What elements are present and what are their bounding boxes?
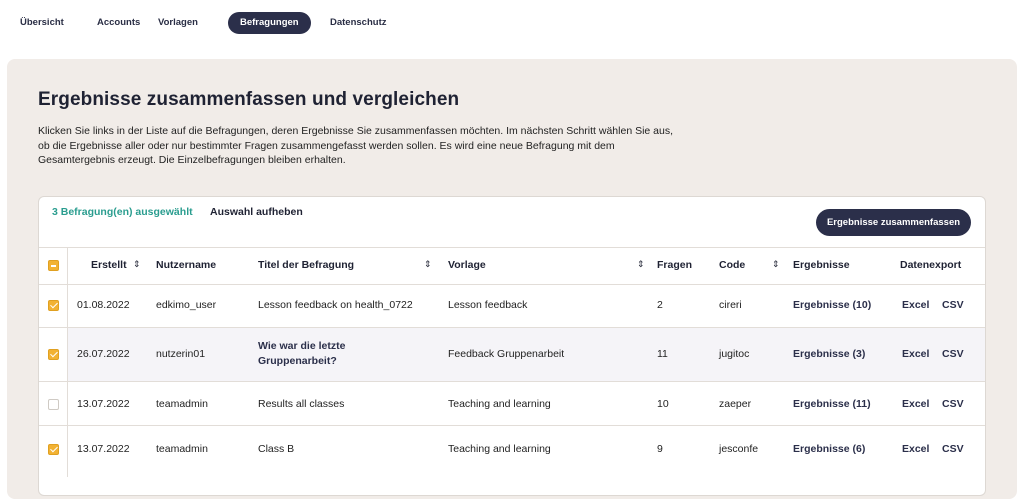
export-csv-link[interactable]: CSV (942, 348, 964, 360)
sort-icon[interactable]: ⇕ (424, 259, 432, 269)
cell-username: edkimo_user (156, 299, 217, 311)
cell-questions: 11 (657, 348, 668, 360)
sort-icon[interactable]: ⇕ (133, 259, 141, 269)
top-navigation: Übersicht Accounts Vorlagen Befragungen … (0, 0, 1024, 44)
sort-icon[interactable]: ⇕ (637, 259, 645, 269)
select-all-checkbox[interactable] (48, 260, 59, 271)
cell-questions: 10 (657, 398, 669, 410)
results-link[interactable]: Ergebnisse (11) (793, 398, 871, 410)
cell-template: Teaching and learning (448, 443, 551, 455)
export-excel-link[interactable]: Excel (902, 443, 930, 455)
cell-title: Class B (258, 443, 295, 455)
cell-code: zaeper (719, 398, 752, 410)
results-link[interactable]: Ergebnisse (6) (793, 443, 866, 455)
cell-username: nutzerin01 (156, 348, 206, 360)
row-highlight (67, 327, 985, 381)
results-link[interactable]: Ergebnisse (10) (793, 299, 872, 311)
export-excel-link[interactable]: Excel (902, 348, 930, 360)
divider (39, 327, 985, 328)
page-description: Klicken Sie links in der Liste auf die B… (38, 125, 674, 166)
sort-icon[interactable]: ⇕ (772, 259, 780, 269)
export-excel-link[interactable]: Excel (902, 398, 930, 410)
row-checkbox[interactable] (48, 444, 59, 455)
selection-count: 3 Befragung(en) ausgewählt (52, 206, 193, 218)
column-header-results: Ergebnisse (793, 259, 850, 271)
export-csv-link[interactable]: CSV (942, 443, 964, 455)
cell-username: teamadmin (156, 443, 208, 455)
cell-template: Teaching and learning (448, 398, 551, 410)
cell-template: Feedback Gruppenarbeit (448, 348, 565, 360)
divider (39, 284, 985, 285)
cell-created: 01.08.2022 (77, 299, 130, 311)
export-csv-link[interactable]: CSV (942, 398, 964, 410)
divider (39, 425, 985, 426)
row-checkbox[interactable] (48, 399, 59, 410)
cell-code: jesconfe (719, 443, 759, 455)
cell-questions: 2 (657, 299, 663, 311)
cell-title: Results all classes (258, 398, 345, 410)
row-checkbox[interactable] (48, 349, 59, 360)
page-title: Ergebnisse zusammenfassen und vergleiche… (38, 89, 460, 110)
cell-created: 13.07.2022 (77, 398, 130, 410)
cell-title: Lesson feedback on health_0722 (258, 299, 413, 311)
divider (39, 247, 985, 248)
cell-questions: 9 (657, 443, 663, 455)
column-header-questions: Fragen (657, 259, 693, 271)
cell-code: cireri (719, 299, 742, 311)
row-checkbox[interactable] (48, 300, 59, 311)
column-header-username: Nutzername (156, 259, 217, 271)
cell-created: 26.07.2022 (77, 348, 130, 360)
nav-item-datenschutz[interactable]: Datenschutz (330, 17, 387, 28)
cell-title: Wie war die letzte (258, 340, 346, 352)
column-header-created[interactable]: Erstellt (91, 259, 127, 271)
nav-item-vorlagen[interactable]: Vorlagen (158, 17, 198, 28)
summarize-results-button[interactable]: Ergebnisse zusammenfassen (816, 209, 971, 236)
cell-code: jugitoc (719, 348, 750, 360)
export-csv-link[interactable]: CSV (942, 299, 964, 311)
nav-item-uebersicht[interactable]: Übersicht (20, 17, 64, 28)
column-header-template[interactable]: Vorlage (448, 259, 486, 271)
cell-template: Lesson feedback (448, 299, 528, 311)
column-header-code[interactable]: Code (719, 259, 746, 271)
nav-item-befragungen[interactable]: Befragungen (228, 12, 311, 34)
cell-title-line2: Gruppenarbeit? (258, 355, 337, 367)
divider (39, 381, 985, 382)
results-link[interactable]: Ergebnisse (3) (793, 348, 866, 360)
deselect-link[interactable]: Auswahl aufheben (210, 206, 303, 218)
nav-item-accounts[interactable]: Accounts (97, 17, 141, 28)
divider (67, 247, 68, 477)
cell-created: 13.07.2022 (77, 443, 130, 455)
cell-username: teamadmin (156, 398, 208, 410)
column-header-export: Datenexport (900, 259, 962, 271)
export-excel-link[interactable]: Excel (902, 299, 930, 311)
column-header-title[interactable]: Titel der Befragung (258, 259, 355, 271)
